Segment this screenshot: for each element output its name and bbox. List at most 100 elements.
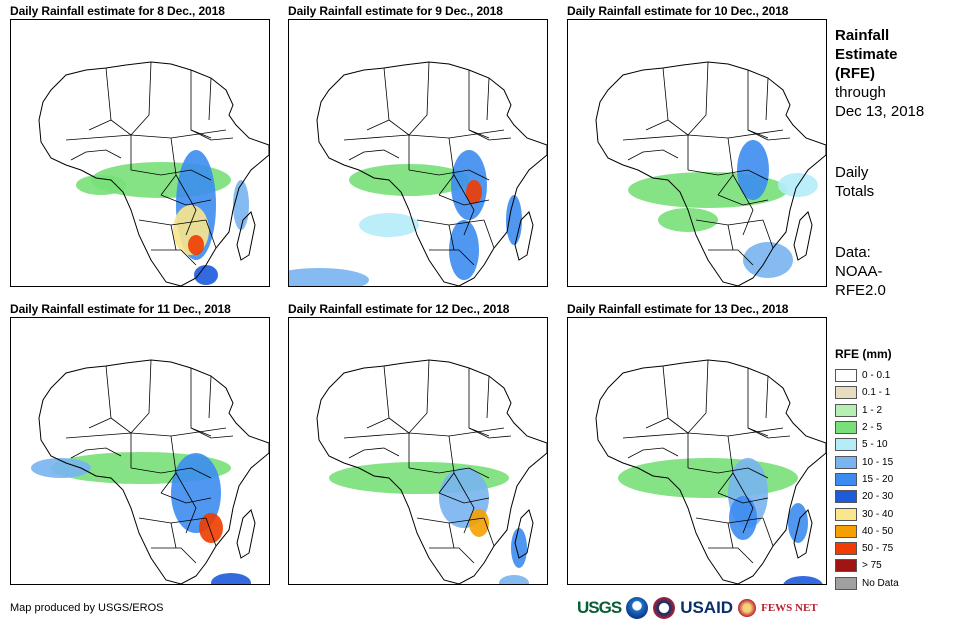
madagascar-outline — [236, 211, 256, 261]
country-border — [717, 492, 769, 504]
country-border — [622, 129, 784, 141]
rainfall-area — [188, 235, 204, 255]
legend-swatch — [835, 490, 857, 504]
rainfall-area — [31, 458, 91, 478]
rainfall-area — [511, 528, 527, 568]
through-label: through — [835, 84, 886, 101]
usgs-logo: USGS — [577, 598, 622, 617]
country-border — [408, 359, 430, 434]
through-date: Dec 13, 2018 — [835, 103, 925, 120]
panel-title: Daily Rainfall estimate for 13 Dec., 201… — [567, 302, 789, 316]
rainfall-area — [466, 180, 482, 204]
country-border — [208, 375, 212, 419]
country-border — [486, 375, 490, 419]
country-border — [747, 70, 769, 139]
legend-label: 15 - 20 — [862, 473, 894, 485]
legend-label: 0 - 0.1 — [862, 370, 891, 382]
country-border — [190, 70, 212, 139]
country-border — [160, 492, 212, 504]
country-border — [622, 427, 784, 439]
legend-swatch — [835, 403, 857, 417]
country-border — [151, 249, 197, 266]
country-border — [366, 365, 390, 429]
rainfall-area — [783, 576, 823, 584]
daily-line: Daily — [835, 164, 869, 181]
panel-title: Daily Rainfall estimate for 8 Dec., 2018 — [10, 4, 225, 18]
country-border — [708, 249, 754, 266]
legend-label: 40 - 50 — [862, 525, 894, 537]
country-border — [765, 77, 769, 121]
country-border — [130, 169, 212, 181]
country-border — [448, 224, 455, 251]
country-border — [408, 467, 490, 479]
madagascar-outline — [514, 509, 534, 559]
country-border — [747, 427, 791, 439]
madagascar-outline — [793, 509, 813, 559]
country-border — [205, 517, 217, 547]
legend-item: 0 - 0.1 — [835, 367, 899, 384]
rainfall-area — [171, 453, 221, 533]
legend-item: 15 - 20 — [835, 471, 899, 488]
country-border — [70, 447, 122, 459]
country-border — [408, 61, 430, 136]
legend-item: 20 - 30 — [835, 488, 899, 505]
rainfall-area — [349, 164, 469, 196]
legend-item: 2 - 5 — [835, 419, 899, 436]
country-border — [645, 67, 669, 131]
map-svg — [289, 61, 547, 286]
panel-title: Daily Rainfall estimate for 11 Dec., 201… — [10, 302, 231, 316]
legend-item: 0.1 - 1 — [835, 384, 899, 401]
daily-line: Totals — [835, 183, 875, 200]
rainfall-area — [76, 175, 126, 195]
country-border — [429, 547, 475, 564]
logo-strip: USGS USAID FEWS NET — [577, 594, 818, 622]
coastline — [316, 61, 547, 286]
country-border — [348, 149, 400, 161]
rainfall-area — [233, 180, 249, 230]
panel-title: Daily Rainfall estimate for 9 Dec., 2018 — [288, 4, 503, 18]
country-border — [438, 492, 490, 504]
country-border — [65, 427, 227, 439]
legend-swatch — [835, 542, 857, 556]
country-border — [88, 67, 112, 131]
country-border — [130, 467, 212, 479]
country-border — [170, 522, 177, 549]
legend-item: 40 - 50 — [835, 523, 899, 540]
credit-text: Map produced by USGS/EROS — [10, 602, 164, 614]
country-border — [65, 129, 227, 141]
country-border — [130, 61, 152, 136]
legend-label: 5 - 10 — [862, 439, 888, 451]
country-border — [627, 149, 679, 161]
heading-line: Rainfall — [835, 27, 890, 44]
country-border — [732, 174, 754, 236]
legend-swatch — [835, 524, 857, 538]
rainfall-area — [449, 220, 479, 280]
legend-swatch — [835, 421, 857, 435]
legend-label: No Data — [862, 577, 899, 589]
country-border — [130, 359, 152, 434]
rainfall-area — [506, 195, 522, 245]
fews-net-logo: FEWS NET — [761, 602, 818, 614]
legend-item: 50 - 75 — [835, 540, 899, 557]
legend-swatch — [835, 507, 857, 521]
legend-label: > 75 — [862, 560, 882, 572]
usaid-logo: USAID — [680, 598, 734, 617]
country-border — [468, 368, 490, 437]
country-border — [483, 517, 495, 547]
data-line: NOAA- — [835, 263, 883, 280]
country-border — [190, 368, 212, 437]
map-svg — [38, 61, 269, 286]
data-line: Data: — [835, 244, 871, 261]
country-border — [717, 194, 769, 206]
coastline — [595, 61, 826, 286]
country-border — [366, 67, 390, 131]
country-border — [687, 359, 709, 434]
legend-swatch — [835, 386, 857, 400]
legend-title: RFE (mm) — [835, 347, 892, 361]
country-border — [468, 129, 512, 141]
rainfall-area — [469, 509, 489, 537]
country-border — [160, 194, 212, 206]
coastline — [38, 359, 269, 584]
country-border — [348, 447, 400, 459]
coastline — [38, 61, 269, 286]
